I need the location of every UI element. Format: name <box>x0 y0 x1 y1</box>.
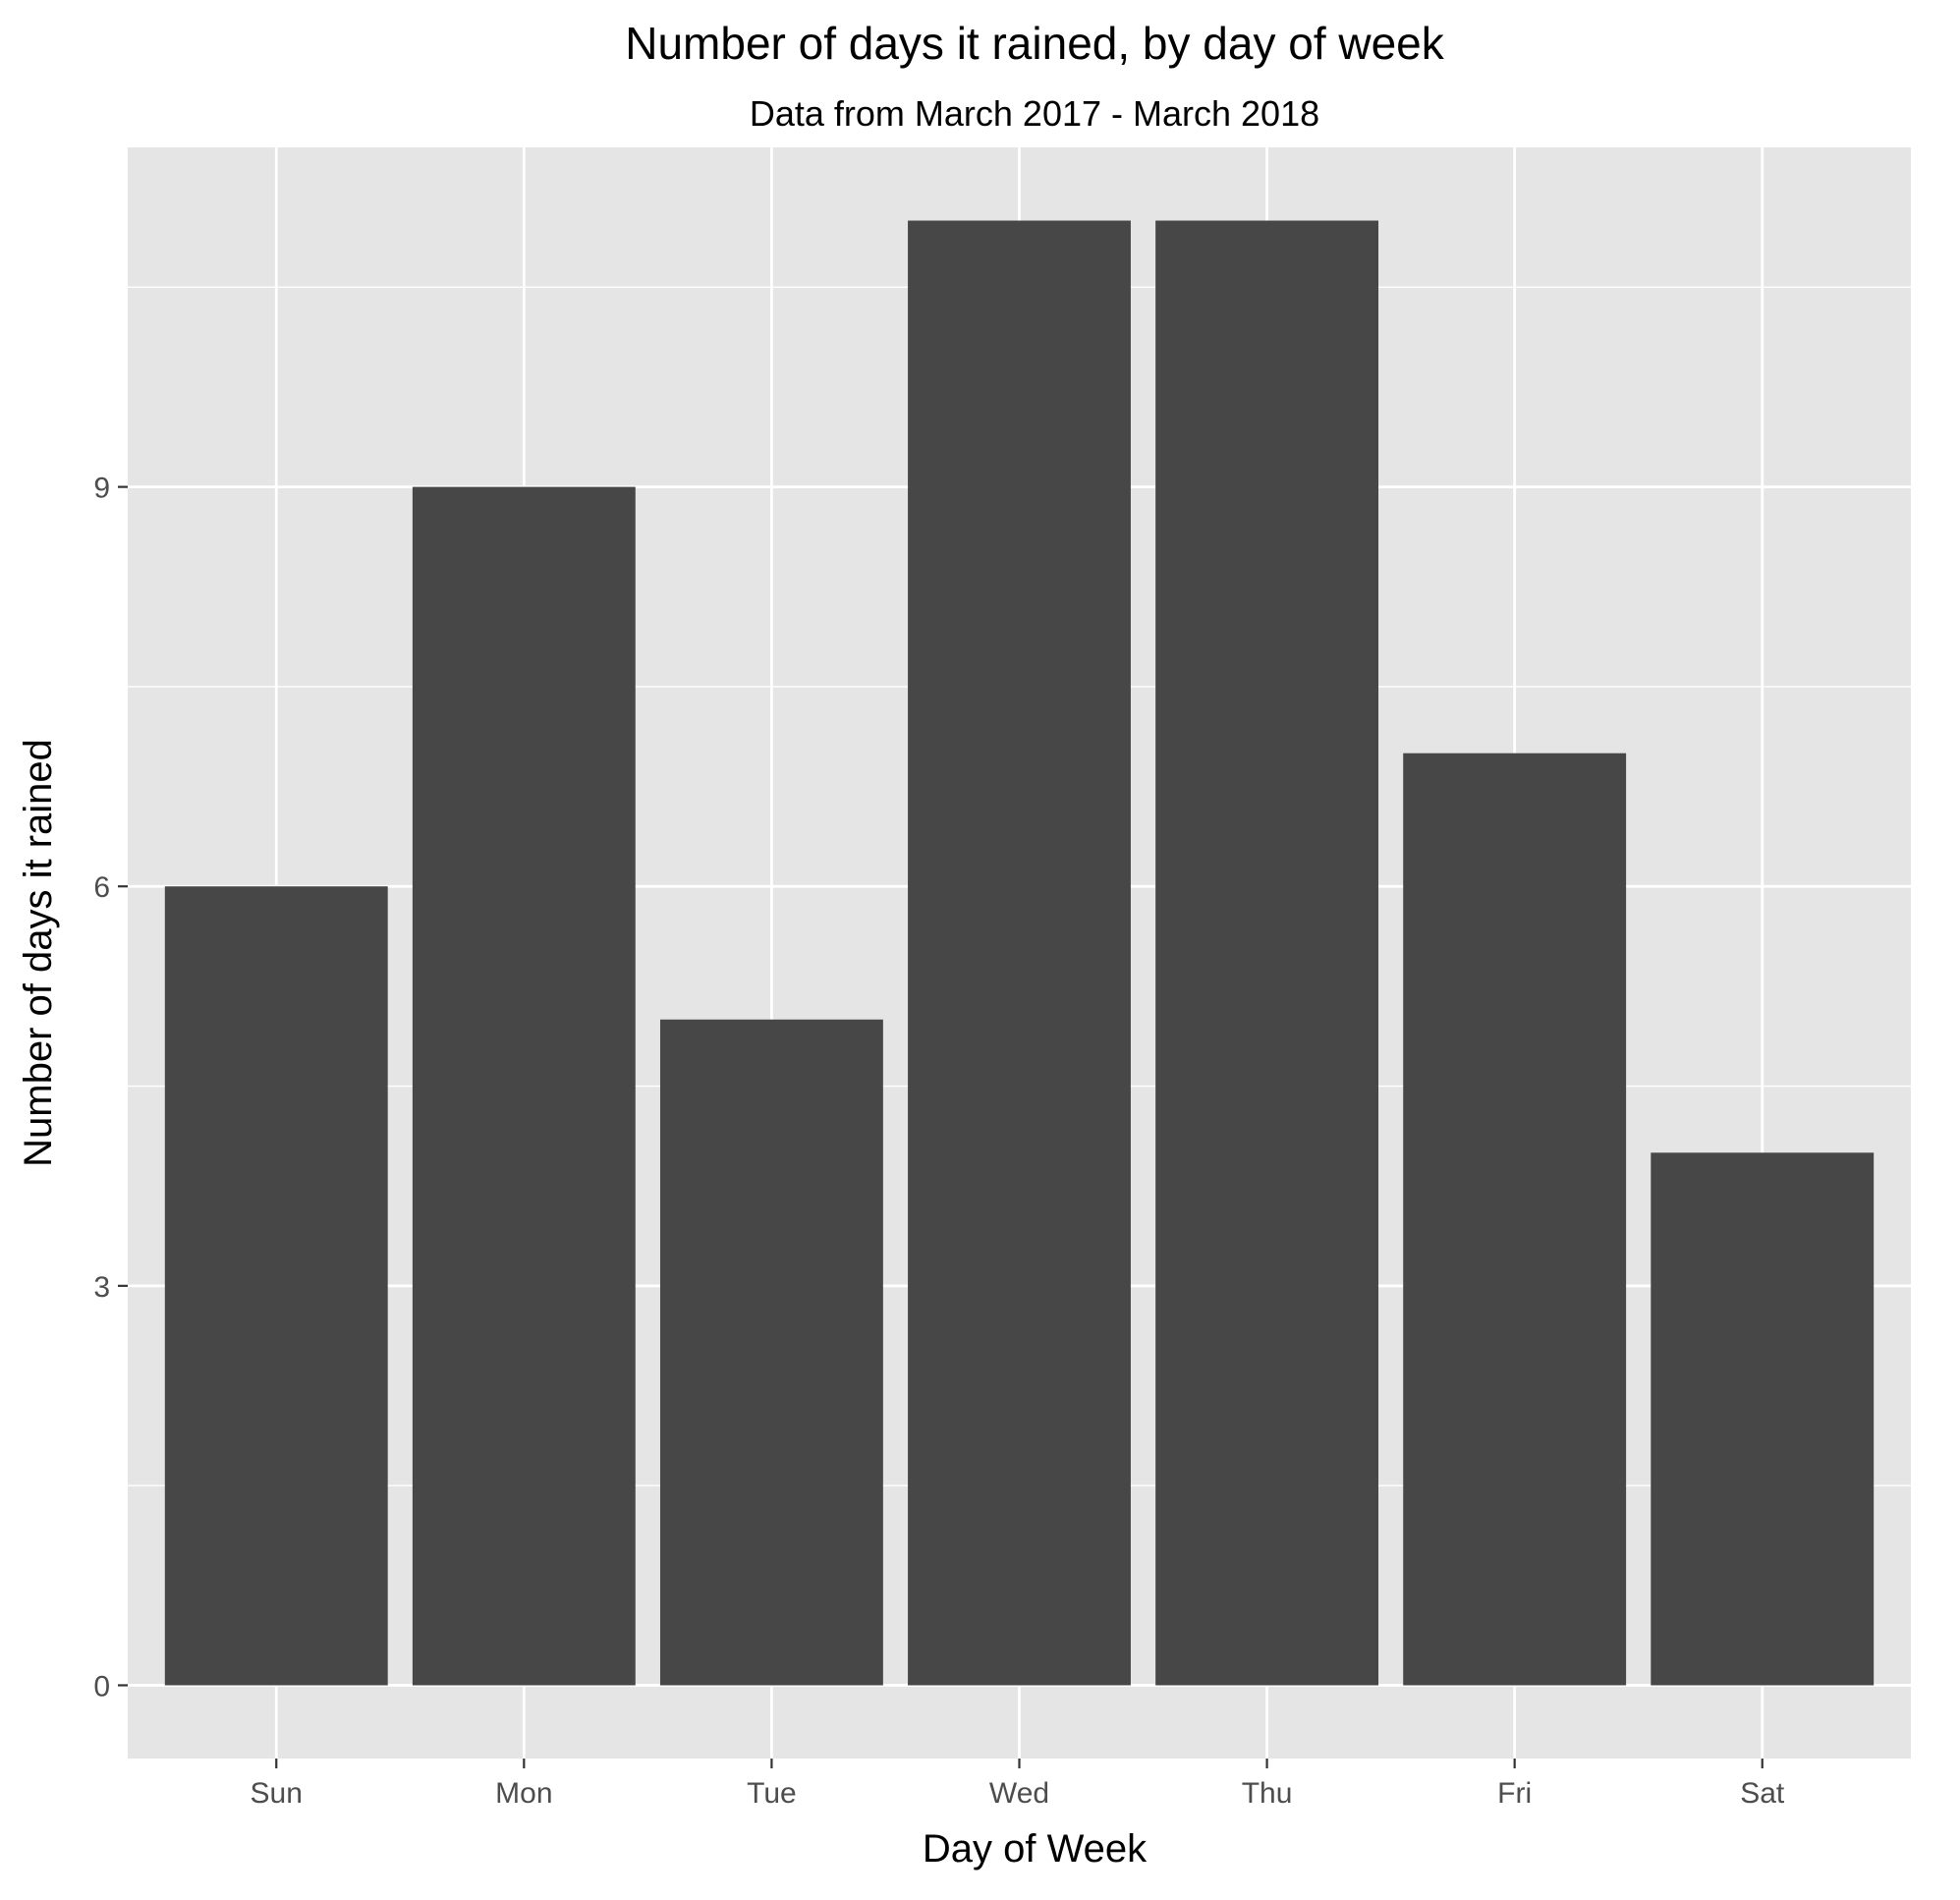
x-tick-label: Sat <box>1740 1777 1785 1810</box>
x-tick-label: Sun <box>251 1777 303 1810</box>
bars <box>164 220 1875 1686</box>
bar-tue <box>659 1019 883 1686</box>
y-tick-label: 9 <box>93 473 110 505</box>
bar-fri <box>1403 753 1627 1686</box>
bar-wed <box>908 220 1131 1686</box>
x-tick-label: Fri <box>1497 1777 1532 1810</box>
bar-sun <box>164 886 388 1686</box>
x-tick-label: Mon <box>495 1777 552 1810</box>
bar-sat <box>1651 1152 1875 1686</box>
chart-title: Number of days it rained, by day of week <box>625 18 1445 69</box>
y-tick-label: 6 <box>93 871 110 904</box>
chart-subtitle: Data from March 2017 - March 2018 <box>750 93 1319 134</box>
x-tick-label: Thu <box>1242 1777 1293 1810</box>
x-tick-label: Tue <box>747 1777 797 1810</box>
y-tick-label: 3 <box>93 1271 110 1304</box>
bar-thu <box>1155 220 1379 1686</box>
axes: 0 3 6 9 Sun Mon Tue Wed Thu Fri Sat <box>93 473 1785 1810</box>
x-axis-title: Day of Week <box>923 1827 1148 1871</box>
bar-mon <box>412 486 636 1686</box>
x-tick-label: Wed <box>989 1777 1049 1810</box>
y-tick-label: 0 <box>93 1670 110 1703</box>
y-axis-title: Number of days it rained <box>17 739 60 1167</box>
